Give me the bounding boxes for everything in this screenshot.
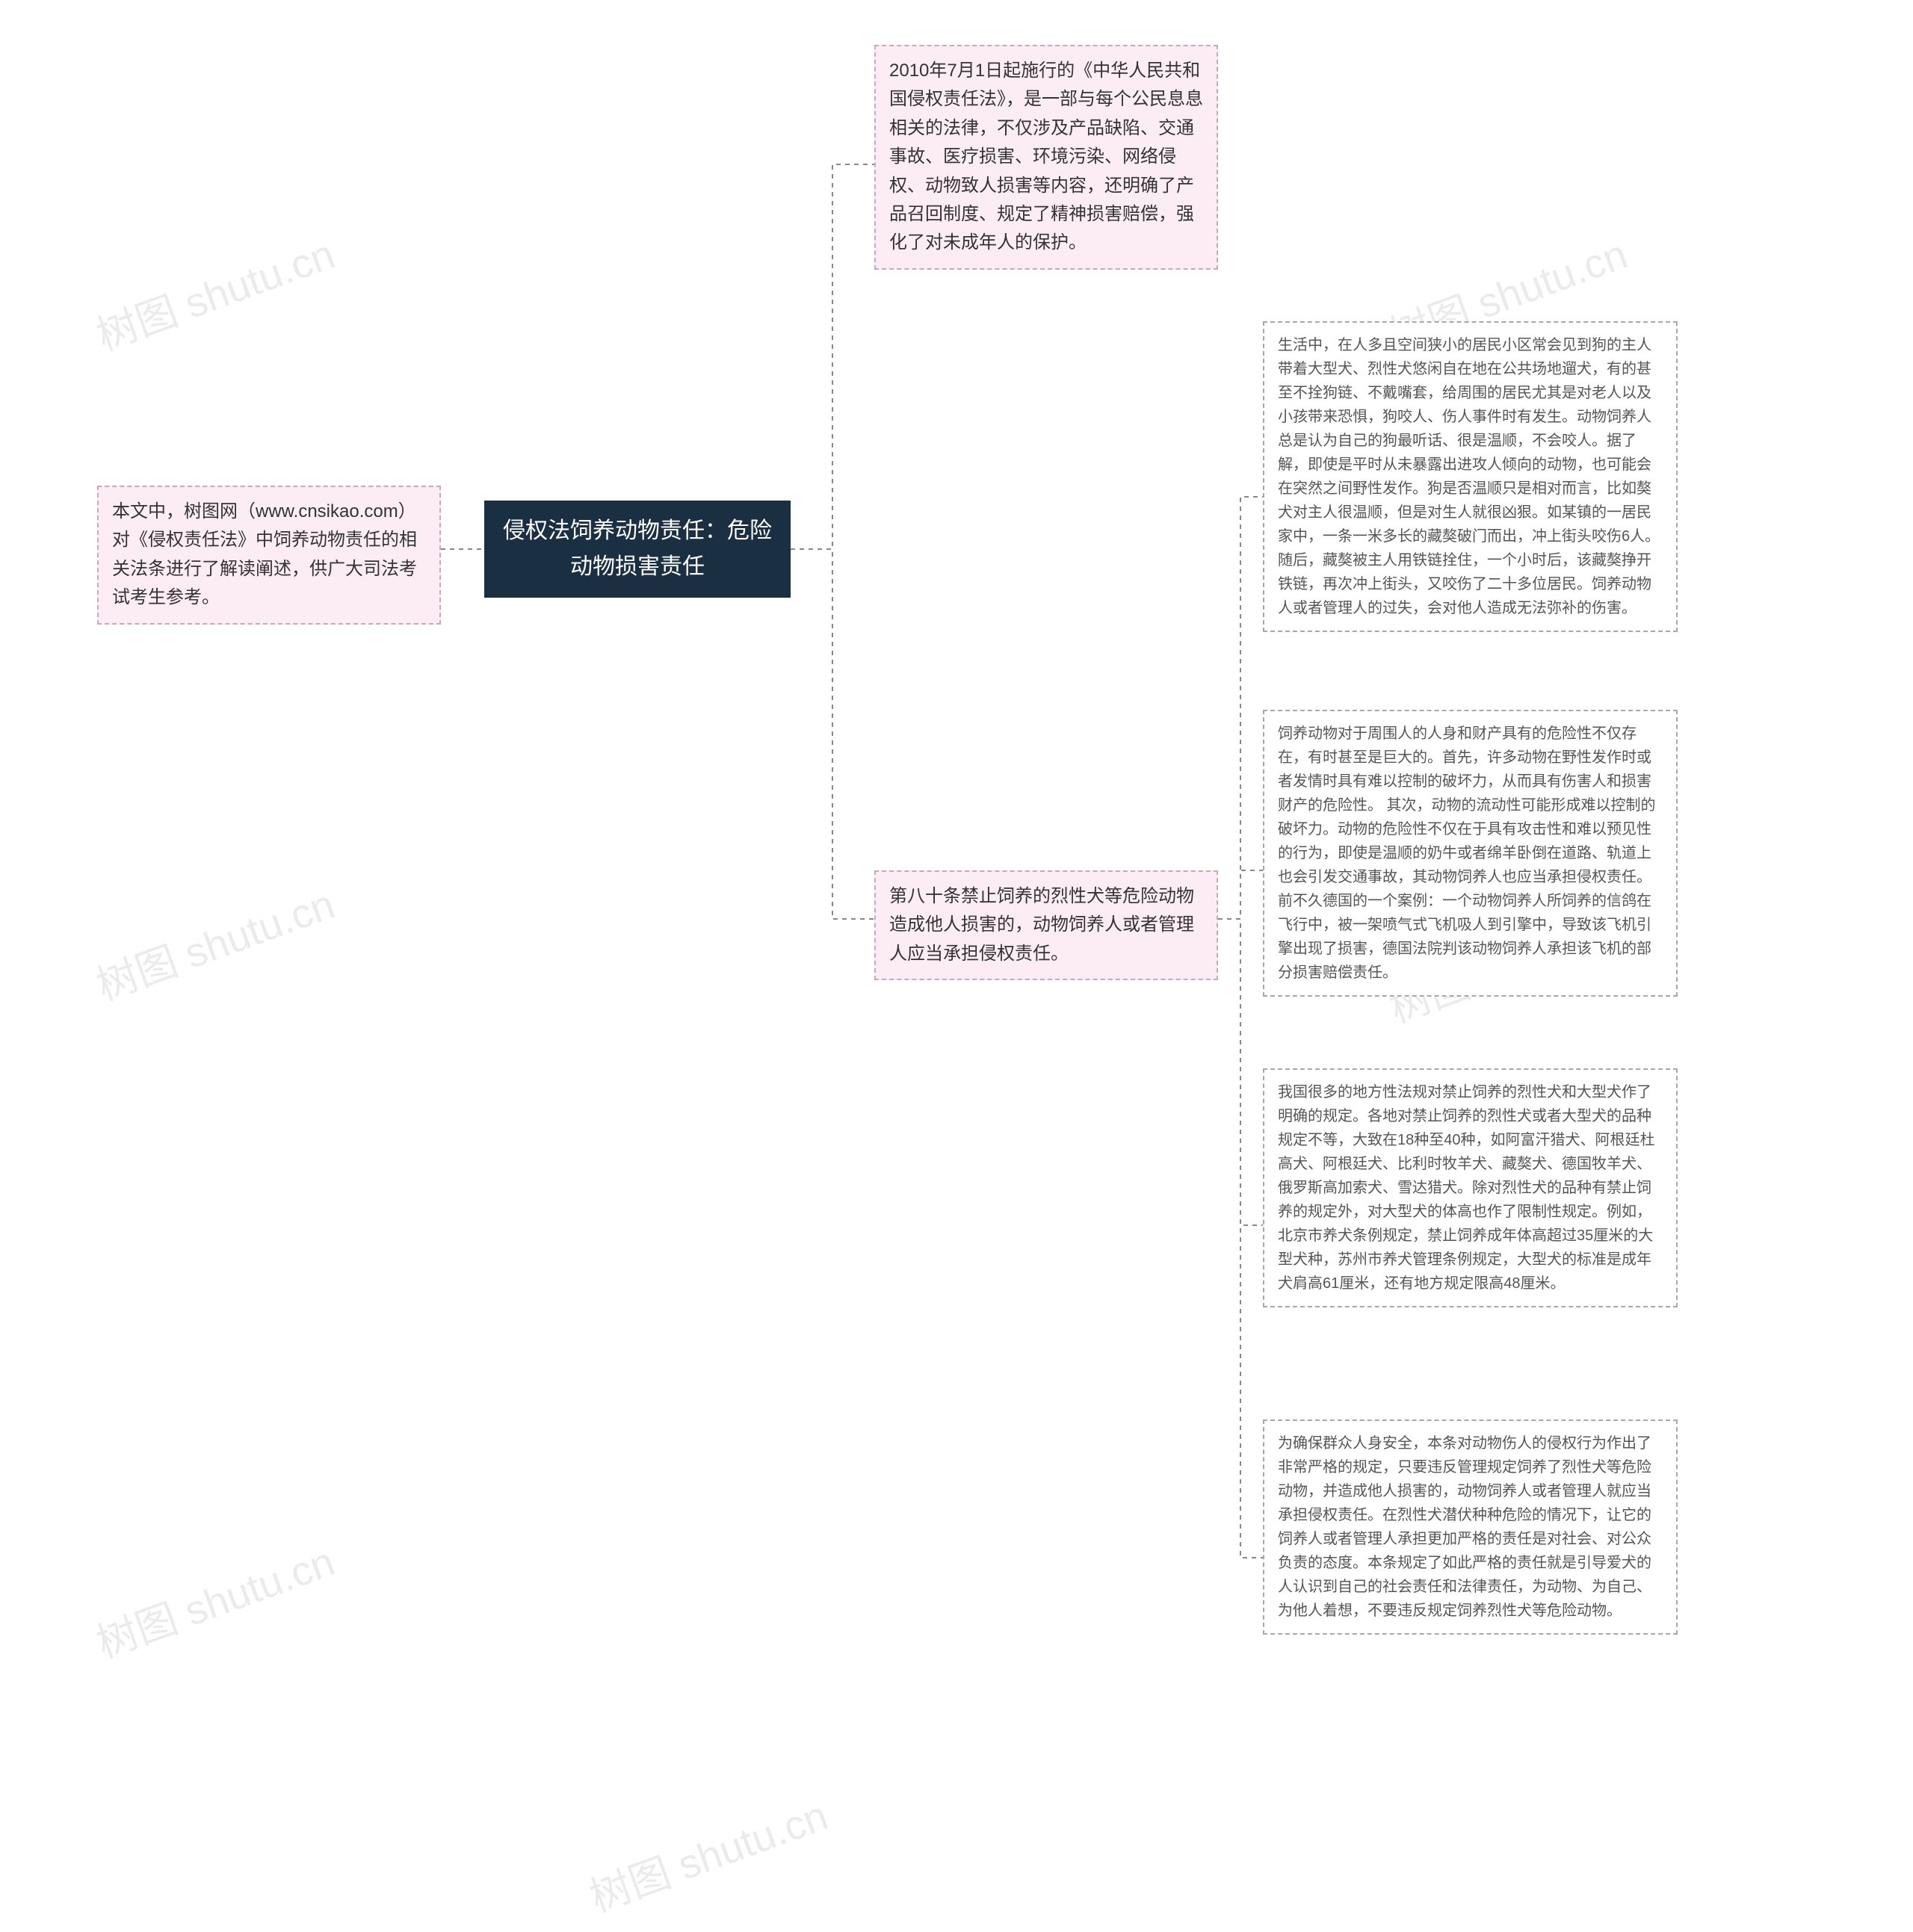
node-left-intro[interactable]: 本文中，树图网（www.cnsikao.com）对《侵权责任法》中饲养动物责任的… [97, 486, 441, 625]
node-text: 我国很多的地方性法规对禁止饲养的烈性犬和大型犬作了明确的规定。各地对禁止饲养的烈… [1278, 1084, 1655, 1292]
node-child-1[interactable]: 2010年7月1日起施行的《中华人民共和国侵权责任法》，是一部与每个公民息息相关… [874, 45, 1218, 270]
node-text: 2010年7月1日起施行的《中华人民共和国侵权责任法》，是一部与每个公民息息相关… [889, 61, 1203, 253]
node-leaf-4[interactable]: 为确保群众人身安全，本条对动物伤人的侵权行为作出了非常严格的规定，只要违反管理规… [1263, 1419, 1678, 1635]
node-text: 为确保群众人身安全，本条对动物伤人的侵权行为作出了非常严格的规定，只要违反管理规… [1278, 1435, 1651, 1619]
node-text: 第八十条禁止饲养的烈性犬等危险动物造成他人损害的，动物饲养人或者管理人应当承担侵… [889, 886, 1194, 964]
mindmap-canvas: 树图 shutu.cn 树图 shutu.cn 树图 shutu.cn 树图 s… [0, 0, 1913, 1932]
watermark: 树图 shutu.cn [87, 870, 341, 1012]
watermark: 树图 shutu.cn [87, 1528, 341, 1669]
node-leaf-3[interactable]: 我国很多的地方性法规对禁止饲养的烈性犬和大型犬作了明确的规定。各地对禁止饲养的烈… [1263, 1068, 1678, 1307]
watermark: 树图 shutu.cn [580, 1782, 834, 1923]
node-text: 侵权法饲养动物责任：危险动物损害责任 [498, 513, 777, 585]
node-child-2[interactable]: 第八十条禁止饲养的烈性犬等危险动物造成他人损害的，动物饲养人或者管理人应当承担侵… [874, 870, 1218, 980]
node-text: 生活中，在人多且空间狭小的居民小区常会见到狗的主人带着大型犬、烈性犬悠闲自在地在… [1278, 337, 1660, 616]
node-leaf-2[interactable]: 饲养动物对于周围人的人身和财产具有的危险性不仅存在，有时甚至是巨大的。首先，许多… [1263, 710, 1678, 997]
node-leaf-1[interactable]: 生活中，在人多且空间狭小的居民小区常会见到狗的主人带着大型犬、烈性犬悠闲自在地在… [1263, 321, 1678, 632]
node-root[interactable]: 侵权法饲养动物责任：危险动物损害责任 [484, 501, 791, 598]
node-text: 饲养动物对于周围人的人身和财产具有的危险性不仅存在，有时甚至是巨大的。首先，许多… [1278, 725, 1656, 981]
watermark: 树图 shutu.cn [87, 220, 341, 362]
node-text: 本文中，树图网（www.cnsikao.com）对《侵权责任法》中饲养动物责任的… [112, 501, 417, 607]
